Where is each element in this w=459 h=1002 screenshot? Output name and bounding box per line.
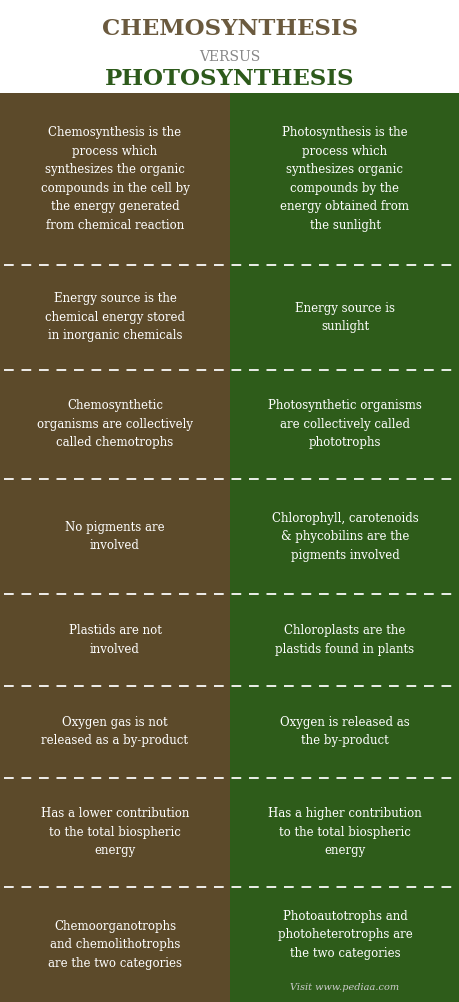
Text: Has a higher contribution
to the total biospheric
energy: Has a higher contribution to the total b…	[268, 808, 421, 858]
Text: Chloroplasts are the
plastids found in plants: Chloroplasts are the plastids found in p…	[275, 624, 414, 655]
Bar	[230, 778, 459, 887]
Bar	[0, 93, 230, 266]
Text: Chemosynthesis is the
process which
synthesizes the organic
compounds in the cel: Chemosynthesis is the process which synt…	[40, 126, 189, 231]
Bar	[0, 887, 230, 1002]
Text: Oxygen gas is not
released as a by-product: Oxygen gas is not released as a by-produ…	[41, 716, 188, 747]
Text: Chlorophyll, carotenoids
& phycobilins are the
pigments involved: Chlorophyll, carotenoids & phycobilins a…	[271, 512, 418, 561]
Bar	[230, 887, 459, 1002]
Text: Photoautotrophs and
photoheterotrophs are
the two categories: Photoautotrophs and photoheterotrophs ar…	[277, 910, 411, 960]
Text: Energy source is
sunlight: Energy source is sunlight	[294, 302, 394, 333]
Bar	[230, 266, 459, 370]
Bar	[0, 370, 230, 479]
Bar	[230, 594, 459, 685]
Text: Photosynthesis is the
process which
synthesizes organic
compounds by the
energy : Photosynthesis is the process which synt…	[280, 126, 409, 231]
Text: Energy source is the
chemical energy stored
in inorganic chemicals: Energy source is the chemical energy sto…	[45, 293, 185, 343]
Bar	[230, 479, 459, 594]
Text: Visit www.pediaa.com: Visit www.pediaa.com	[290, 983, 399, 992]
Text: Photosynthetic organisms
are collectively called
phototrophs: Photosynthetic organisms are collectivel…	[268, 400, 421, 449]
Text: No pigments are
involved: No pigments are involved	[65, 521, 164, 552]
Bar	[0, 778, 230, 887]
Text: Oxygen is released as
the by-product: Oxygen is released as the by-product	[280, 716, 409, 747]
Text: Plastids are not
involved: Plastids are not involved	[68, 624, 161, 655]
Bar	[0, 266, 230, 370]
Text: Has a lower contribution
to the total biospheric
energy: Has a lower contribution to the total bi…	[41, 808, 189, 858]
Bar	[230, 370, 459, 479]
Text: PHOTOSYNTHESIS: PHOTOSYNTHESIS	[105, 68, 354, 90]
Text: VERSUS: VERSUS	[199, 50, 260, 64]
Bar	[0, 594, 230, 685]
Text: Chemoorganotrophs
and chemolithotrophs
are the two categories: Chemoorganotrophs and chemolithotrophs a…	[48, 920, 182, 970]
Bar	[230, 93, 459, 266]
Bar	[0, 479, 230, 594]
Bar	[230, 685, 459, 778]
Text: Chemosynthetic
organisms are collectively
called chemotrophs: Chemosynthetic organisms are collectivel…	[37, 400, 193, 449]
Bar	[0, 685, 230, 778]
Text: CHEMOSYNTHESIS: CHEMOSYNTHESIS	[102, 18, 357, 40]
